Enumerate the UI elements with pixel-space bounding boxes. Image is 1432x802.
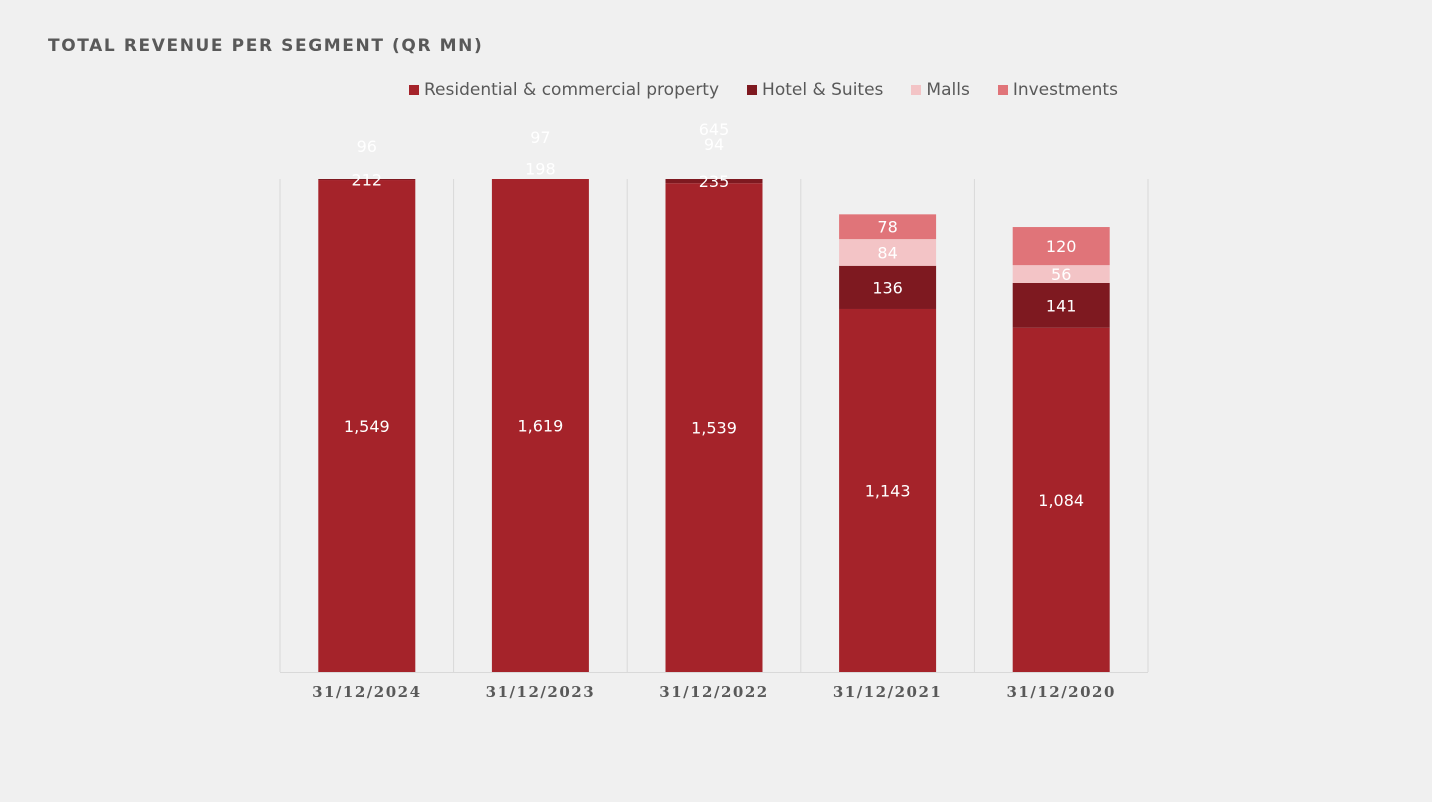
bar-segment: [839, 265, 937, 309]
bar-segment: [1012, 227, 1110, 266]
data-label: 84: [877, 243, 897, 262]
bar-segment: [491, 179, 589, 672]
data-label: 198: [525, 159, 556, 178]
chart-title: TOTAL REVENUE PER SEGMENT (QR MN): [48, 36, 484, 56]
legend-swatch-malls: [911, 85, 922, 95]
bar-segment: [318, 180, 416, 672]
plot-grid: [279, 179, 1149, 673]
data-label: 1,084: [1038, 491, 1084, 510]
category-label: 31/12/2023: [486, 683, 595, 701]
category-labels-group: 31/12/2024 31/12/2023 31/12/2022 31/12/2021…: [312, 683, 1115, 701]
data-label: 1,619: [517, 417, 563, 436]
chart-legend: Residential & commercial property Hotel …: [409, 80, 1146, 100]
legend-swatch-investments: [997, 85, 1008, 95]
bar-segment: [839, 214, 937, 240]
data-label: 97: [530, 128, 550, 147]
bar-segment: [666, 0, 763, 79]
bar-segment: [665, 179, 763, 184]
data-label: 120: [1046, 237, 1077, 256]
bars-group: [318, 0, 1110, 672]
category-label: 31/12/2020: [1006, 683, 1115, 701]
legend-swatch-residential: [409, 85, 419, 95]
category-label: 31/12/2022: [659, 683, 768, 701]
bar-segment: [492, 64, 589, 95]
category-label: 31/12/2024: [312, 683, 421, 701]
data-label: 141: [1046, 296, 1077, 315]
data-label: 1,143: [865, 481, 911, 500]
category-label: 31/12/2021: [833, 683, 942, 701]
data-label: 212: [352, 171, 383, 190]
legend-item-residential: Residential & commercial property: [409, 80, 719, 100]
bar-segment: [318, 82, 415, 112]
data-label: 645: [699, 120, 730, 139]
data-label: 1,549: [344, 417, 390, 436]
legend-label-investments: Investments: [1012, 80, 1118, 100]
legend-item-investments: Investments: [997, 80, 1118, 100]
data-label: 235: [699, 172, 730, 191]
bar-segment: [839, 308, 937, 672]
data-label: 96: [357, 137, 377, 156]
bar-segment: [839, 239, 937, 266]
data-label: 78: [877, 218, 897, 237]
bar-segment: [666, 79, 763, 109]
legend-label-malls: Malls: [926, 80, 970, 100]
bar-segment: [665, 183, 763, 672]
legend-label-residential: Residential & commercial property: [424, 80, 720, 100]
data-label: 136: [872, 278, 903, 297]
bar-segment: [318, 179, 416, 181]
legend-label-hotel: Hotel & Suites: [762, 80, 884, 100]
data-label: 56: [1051, 265, 1071, 284]
data-label: 1,539: [691, 419, 737, 438]
legend-item-hotel: Hotel & Suites: [747, 80, 883, 100]
legend-swatch-hotel: [747, 85, 758, 95]
bar-segment: [1012, 265, 1110, 283]
bar-segment: [492, 95, 589, 158]
bar-segment: [1012, 327, 1110, 672]
data-label: 94: [704, 135, 724, 154]
legend-item-malls: Malls: [911, 80, 970, 100]
bar-segment: [1012, 282, 1110, 328]
